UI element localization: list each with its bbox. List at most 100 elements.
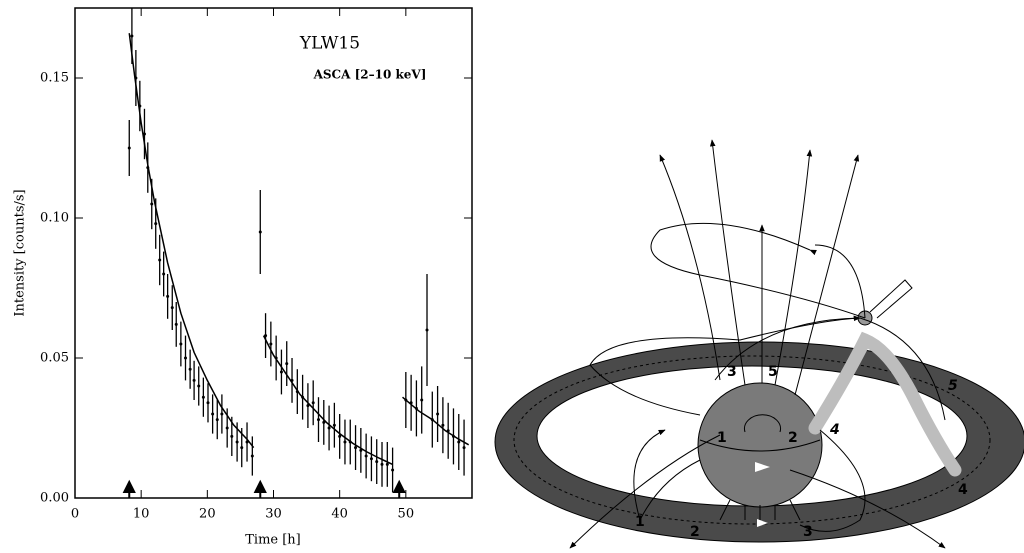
data-point (462, 446, 466, 450)
data-point (285, 362, 289, 366)
field-line (799, 429, 866, 532)
data-point (150, 202, 154, 206)
data-point (158, 258, 162, 262)
data-point (179, 342, 183, 346)
data-point (162, 272, 166, 276)
data-point (269, 342, 273, 346)
data-point (391, 468, 395, 472)
data-point (215, 418, 219, 422)
label: 3 (727, 364, 737, 380)
data-point (425, 328, 429, 332)
label: 2 (690, 524, 700, 540)
data-point (364, 454, 368, 458)
fit-curve (262, 335, 393, 466)
data-point (359, 448, 363, 452)
data-point (166, 294, 170, 298)
data-point (306, 404, 310, 408)
data-point (188, 367, 192, 371)
field-line (659, 154, 721, 381)
data-point (192, 378, 196, 382)
x-tick-label: 0 (71, 507, 79, 522)
chart-subtitle: ASCA [2–10 keV] (313, 68, 427, 82)
data-point (211, 412, 215, 416)
label: 5 (768, 364, 778, 380)
data-point (170, 306, 174, 310)
magnetic-diagram: 3 5 1 2 4 5 4 1 2 3 (494, 139, 1024, 549)
data-point (380, 462, 384, 466)
fit-curve (128, 33, 255, 449)
flare-arrow (869, 279, 913, 319)
field-line (569, 434, 721, 549)
field-line (789, 469, 946, 549)
y-tick-label: 0.10 (40, 211, 69, 226)
label: 2 (788, 430, 798, 446)
plot-frame (74, 7, 473, 499)
label: 4 (958, 482, 968, 498)
x-tick-label: 30 (265, 507, 282, 522)
onset-arrow (253, 479, 267, 498)
data-point (316, 418, 320, 422)
data-point (264, 334, 268, 338)
field-line (589, 315, 861, 416)
data-point (240, 446, 244, 450)
data-point (279, 370, 283, 374)
data-point (457, 440, 461, 444)
data-point (343, 440, 347, 444)
data-point (197, 384, 201, 388)
x-tick-label: 50 (398, 507, 415, 522)
y-tick-label: 0.15 (40, 71, 69, 86)
field-line (709, 139, 746, 386)
x-tick-label: 40 (331, 507, 348, 522)
data-point (154, 222, 158, 226)
data-point (420, 398, 424, 402)
data-point (127, 146, 131, 150)
field-loop (650, 222, 866, 319)
onset-arrow (122, 479, 136, 498)
field-line (774, 149, 813, 386)
x-tick-label: 10 (133, 507, 150, 522)
data-point (375, 460, 379, 464)
data-point (385, 462, 389, 466)
data-point (322, 420, 326, 424)
data-point (332, 423, 336, 427)
field-line (633, 429, 701, 522)
data-point (130, 34, 134, 38)
data-point (235, 440, 239, 444)
data-point (174, 322, 178, 326)
label: 5 (948, 378, 958, 394)
data-point (258, 230, 262, 234)
field-loop-thick (814, 244, 866, 319)
y-axis-label: Intensity [counts/s] (13, 189, 28, 316)
label: 1 (635, 514, 645, 530)
data-point (225, 426, 229, 430)
y-tick-label: 0.00 (40, 491, 69, 506)
x-axis-label: Time [h] (245, 533, 301, 548)
field-line (794, 154, 860, 396)
data-point (311, 401, 315, 405)
chart-title: YLW15 (299, 34, 360, 54)
data-point (230, 434, 234, 438)
data-point (338, 434, 342, 438)
data-point (369, 457, 373, 461)
data-point (327, 426, 331, 430)
y-tick-label: 0.05 (40, 351, 69, 366)
onset-arrow (392, 479, 406, 498)
data-point (441, 423, 445, 427)
data-point (354, 446, 358, 450)
data-point (250, 454, 254, 458)
data-point (206, 401, 210, 405)
fit-curve (402, 396, 470, 446)
x-tick-label: 20 (199, 507, 216, 522)
accretion-arch (808, 331, 962, 477)
light-curve: YLW15 ASCA [2–10 keV] Time [h] Intensity… (13, 7, 473, 548)
rotation-arrow (755, 462, 770, 472)
star-loop (744, 414, 781, 433)
disk-midline (513, 355, 991, 525)
data-point (436, 412, 440, 416)
disk (494, 341, 1024, 543)
label: 1 (717, 430, 727, 446)
label: 3 (803, 524, 813, 540)
data-point (183, 356, 187, 360)
data-point (220, 412, 224, 416)
